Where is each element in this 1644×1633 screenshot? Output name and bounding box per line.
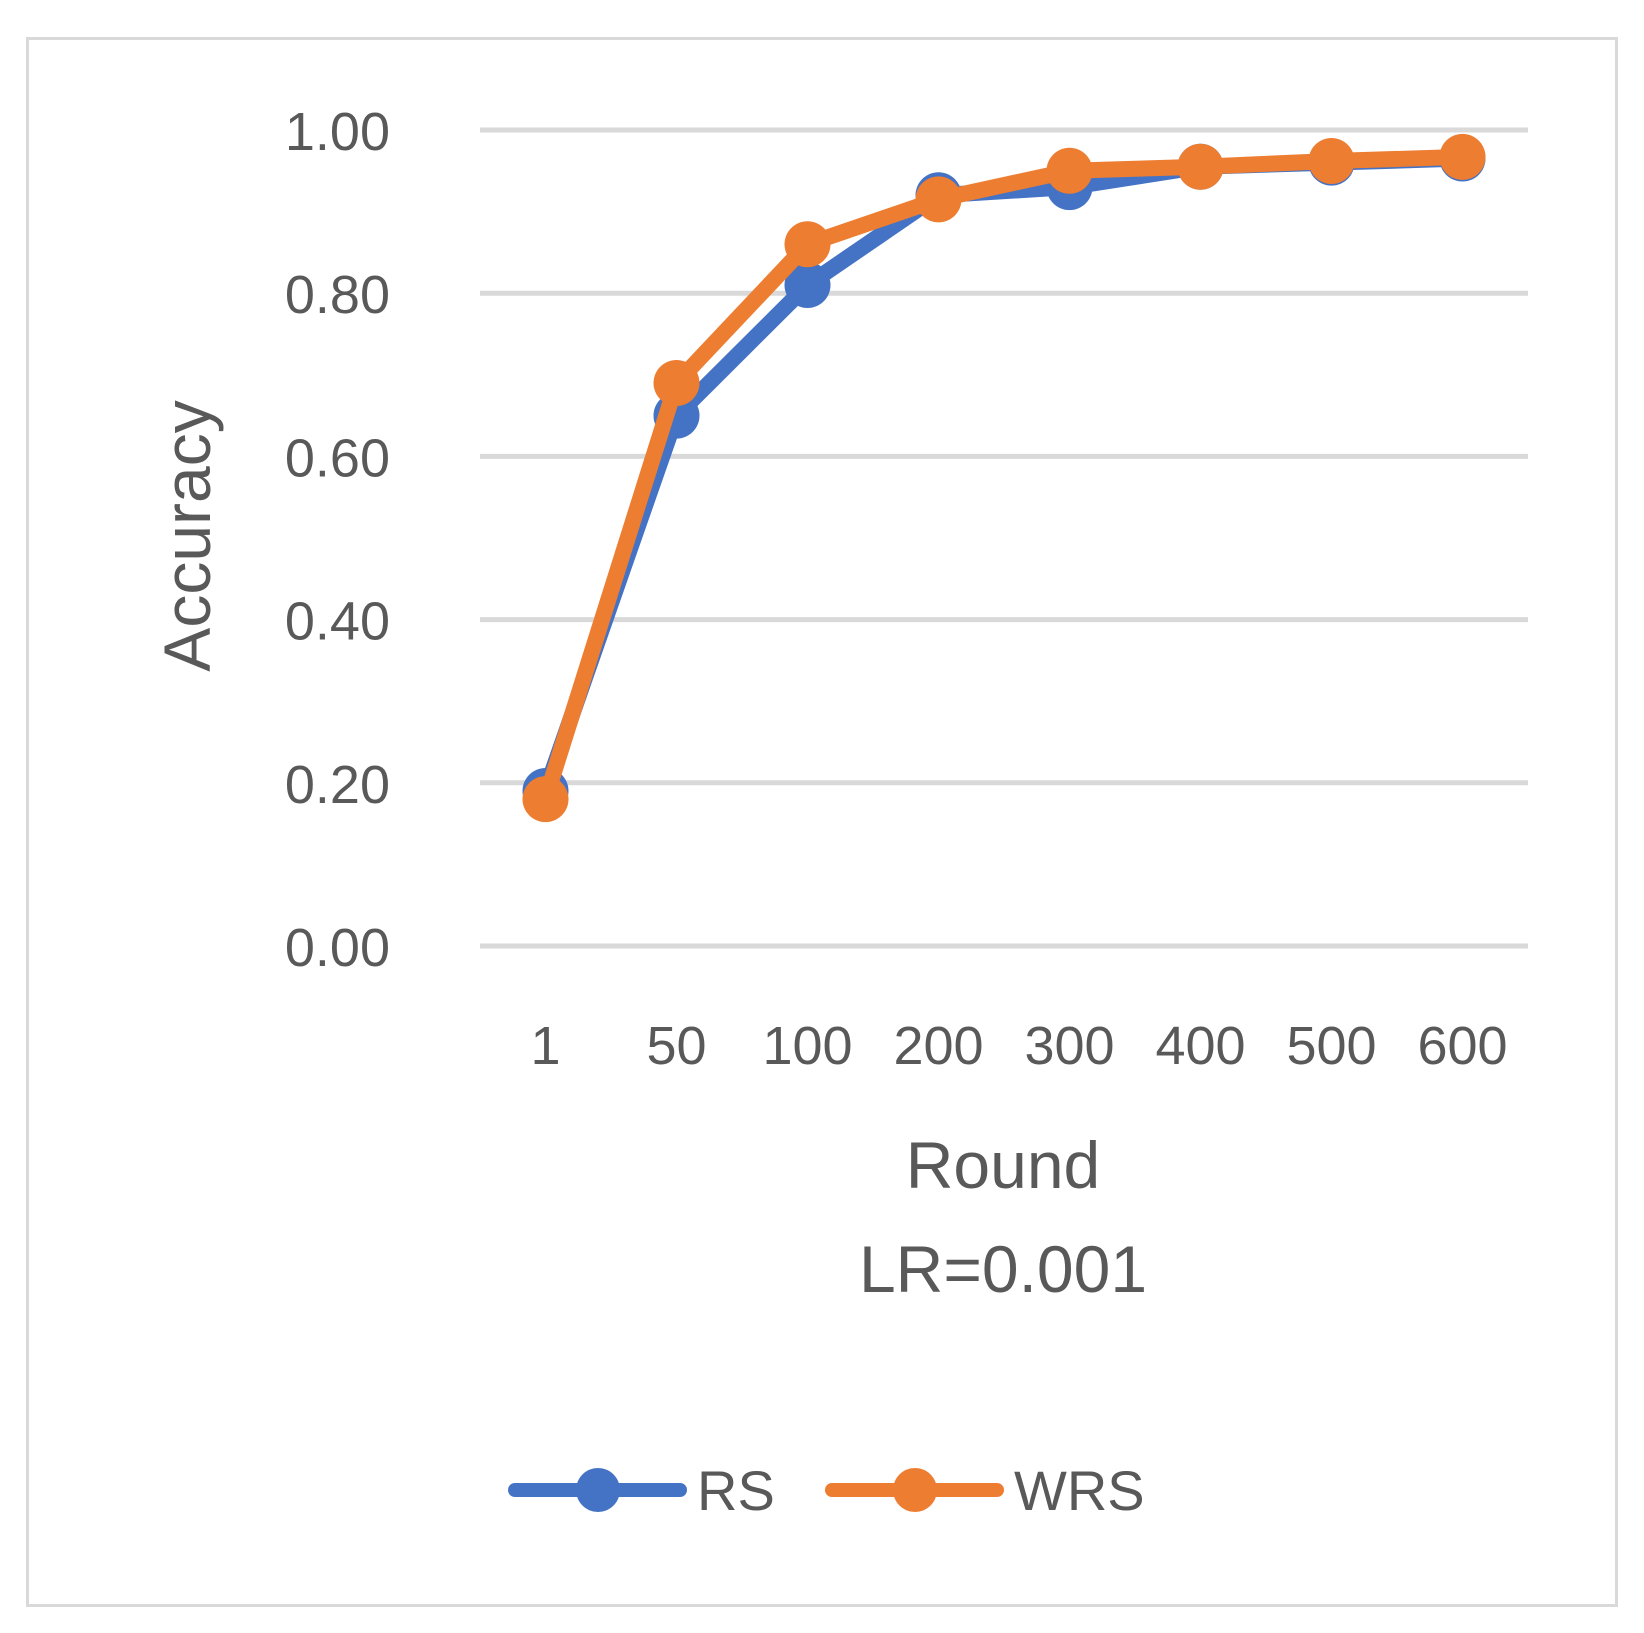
data-point-wrs	[653, 359, 700, 406]
data-point-wrs	[1308, 138, 1355, 185]
data-point-wrs	[1046, 147, 1093, 194]
x-axis-title: Round	[906, 1128, 1101, 1202]
x-tick-label: 300	[1024, 1016, 1114, 1076]
data-point-wrs	[1439, 133, 1486, 180]
legend: RS WRS	[508, 1459, 1145, 1522]
legend-label-wrs: WRS	[1014, 1459, 1145, 1522]
y-tick-label: 1.00	[285, 102, 390, 162]
series-line-rs	[537, 150, 1471, 799]
x-tick-label: 100	[762, 1016, 852, 1076]
data-point-wrs	[784, 221, 831, 268]
x-tick-label: 500	[1286, 1016, 1376, 1076]
data-point-wrs	[915, 176, 962, 223]
x-tick-label: 50	[646, 1016, 706, 1076]
y-tick-label: 0.40	[285, 592, 390, 652]
legend-item-rs: RS	[508, 1459, 775, 1522]
chart-subtitle: LR=0.001	[859, 1232, 1147, 1306]
legend-marker-rs	[576, 1468, 620, 1512]
y-axis-title: Accuracy	[150, 400, 224, 671]
y-tick-label: 0.00	[285, 918, 390, 978]
x-axis-ticks: 1 50 100 200 300 400 500 600	[530, 1016, 1507, 1076]
data-point-wrs	[522, 776, 569, 823]
y-tick-label: 0.20	[285, 755, 390, 815]
legend-marker-wrs	[893, 1468, 937, 1512]
legend-label-rs: RS	[697, 1459, 775, 1522]
y-tick-label: 0.60	[285, 428, 390, 488]
series-line-wrs	[537, 148, 1471, 808]
x-tick-label: 1	[530, 1016, 560, 1076]
series-rs	[522, 135, 1486, 814]
data-point-rs	[784, 262, 831, 309]
series-wrs	[522, 133, 1486, 823]
data-point-wrs	[1177, 143, 1224, 190]
legend-item-wrs: WRS	[825, 1459, 1145, 1522]
x-tick-label: 400	[1155, 1016, 1245, 1076]
y-tick-label: 0.80	[285, 265, 390, 325]
y-axis-ticks: 0.00 0.20 0.40 0.60 0.80 1.00	[285, 102, 390, 978]
series-layer	[522, 133, 1486, 823]
gridlines	[480, 127, 1528, 949]
x-tick-label: 600	[1417, 1016, 1507, 1076]
x-tick-label: 200	[893, 1016, 983, 1076]
